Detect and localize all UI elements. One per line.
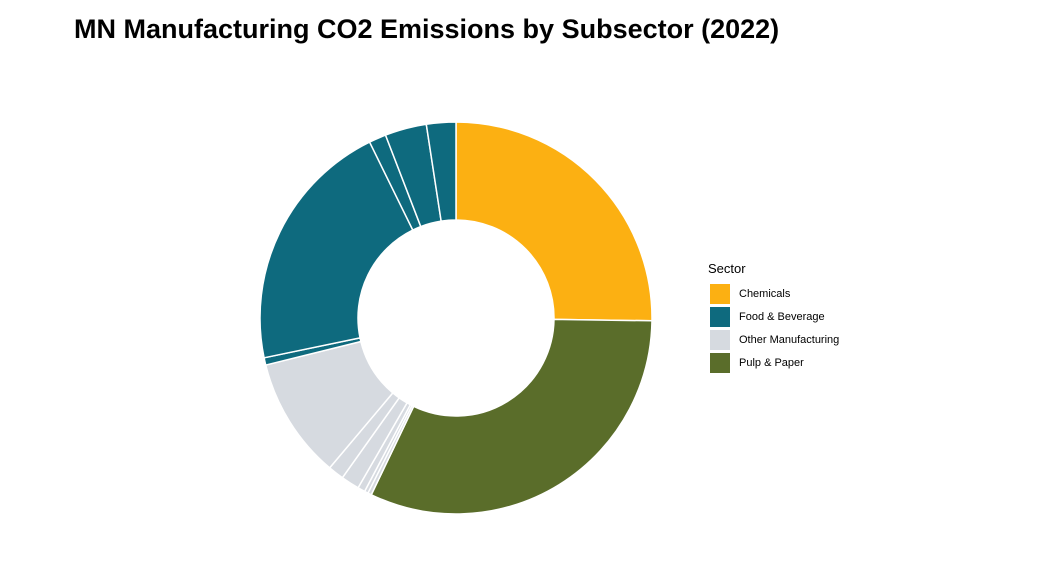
chart-title: MN Manufacturing CO2 Emissions by Subsec… xyxy=(74,14,780,44)
legend-label-chemicals: Chemicals xyxy=(739,287,791,300)
donut-slices xyxy=(259,121,653,515)
slice-food-beverage-12 xyxy=(425,121,457,222)
slice-chemicals-0 xyxy=(455,121,653,322)
legend-item-pulp-paper: Pulp & Paper xyxy=(708,351,839,374)
slice-food-beverage-9 xyxy=(259,141,414,359)
legend-item-food-beverage: Food & Beverage xyxy=(708,305,839,328)
legend-title: Sector xyxy=(708,261,746,276)
legend-key-chemicals xyxy=(710,283,730,304)
legend-label-pulp-paper: Pulp & Paper xyxy=(739,356,804,369)
legend-key-food-beverage xyxy=(710,306,730,327)
legend-label-food-beverage: Food & Beverage xyxy=(739,310,825,323)
legend-key-other-manufacturing xyxy=(710,329,730,350)
legend: Sector Chemicals Food & Beverage Other M… xyxy=(708,261,839,374)
legend-label-other-manufacturing: Other Manufacturing xyxy=(739,333,840,346)
legend-key-pulp-paper xyxy=(710,352,730,373)
legend-item-chemicals: Chemicals xyxy=(708,282,839,305)
legend-items: Chemicals Food & Beverage Other Manufact… xyxy=(708,282,839,374)
legend-item-other-manufacturing: Other Manufacturing xyxy=(708,328,839,351)
slice-pulp-paper-1 xyxy=(370,318,653,515)
